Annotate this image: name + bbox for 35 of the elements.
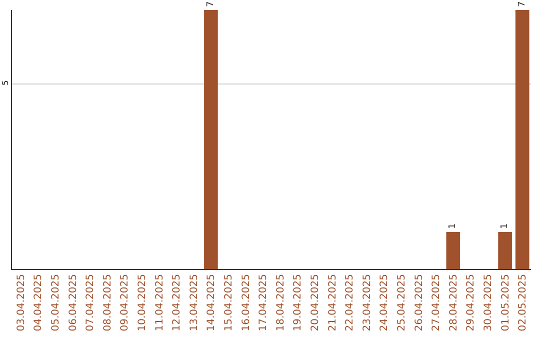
x-tick-label: 26.04.2025 xyxy=(414,274,425,332)
x-tick-label: 25.04.2025 xyxy=(396,274,408,332)
x-tick-label: 11.04.2025 xyxy=(154,274,166,332)
data-label: 1 xyxy=(448,223,458,229)
x-tick-label: 09.04.2025 xyxy=(120,274,131,332)
x-tick-label: 01.05.2025 xyxy=(500,274,512,332)
x-tick-label: 20.04.2025 xyxy=(310,274,321,332)
x-tick-label: 15.04.2025 xyxy=(224,274,234,332)
x-tick-label: 12.04.2025 xyxy=(172,274,183,332)
x-tick-label: 23.04.2025 xyxy=(362,274,373,332)
y-tick-label: 5 xyxy=(0,80,10,86)
x-tick-label: 03.04.2025 xyxy=(16,274,27,332)
x-tick-label: 08.04.2025 xyxy=(102,274,114,332)
x-tick-label: 27.04.2025 xyxy=(431,274,442,332)
x-tick-label: 14.04.2025 xyxy=(206,274,218,332)
x-tick-label: 17.04.2025 xyxy=(258,274,270,332)
x-tick-label: 13.04.2025 xyxy=(188,274,200,332)
x-tick-label: 24.04.2025 xyxy=(379,274,390,332)
x-tick-label: 04.04.2025 xyxy=(33,274,44,332)
x-tick-label: 28.04.2025 xyxy=(448,274,460,332)
x-tick-label: 10.04.2025 xyxy=(137,274,148,332)
x-tick-label: 22.04.2025 xyxy=(344,274,356,332)
data-label: 7 xyxy=(206,1,216,7)
x-tick-label: 02.05.2025 xyxy=(518,274,529,332)
x-tick-label: 06.04.2025 xyxy=(68,274,79,332)
data-label: 7 xyxy=(517,1,528,7)
x-tick-label: 21.04.2025 xyxy=(327,274,338,332)
x-tick-label: 18.04.2025 xyxy=(275,274,286,332)
x-tick-label: 16.04.2025 xyxy=(240,274,252,332)
data-label: 1 xyxy=(500,223,510,229)
x-tick-label: 07.04.2025 xyxy=(85,274,96,332)
x-tick-label: 19.04.2025 xyxy=(292,274,304,332)
x-tick-label: 29.04.2025 xyxy=(466,274,477,332)
x-tick-label: 05.04.2025 xyxy=(50,274,62,332)
x-tick-label: 30.04.2025 xyxy=(483,274,494,332)
